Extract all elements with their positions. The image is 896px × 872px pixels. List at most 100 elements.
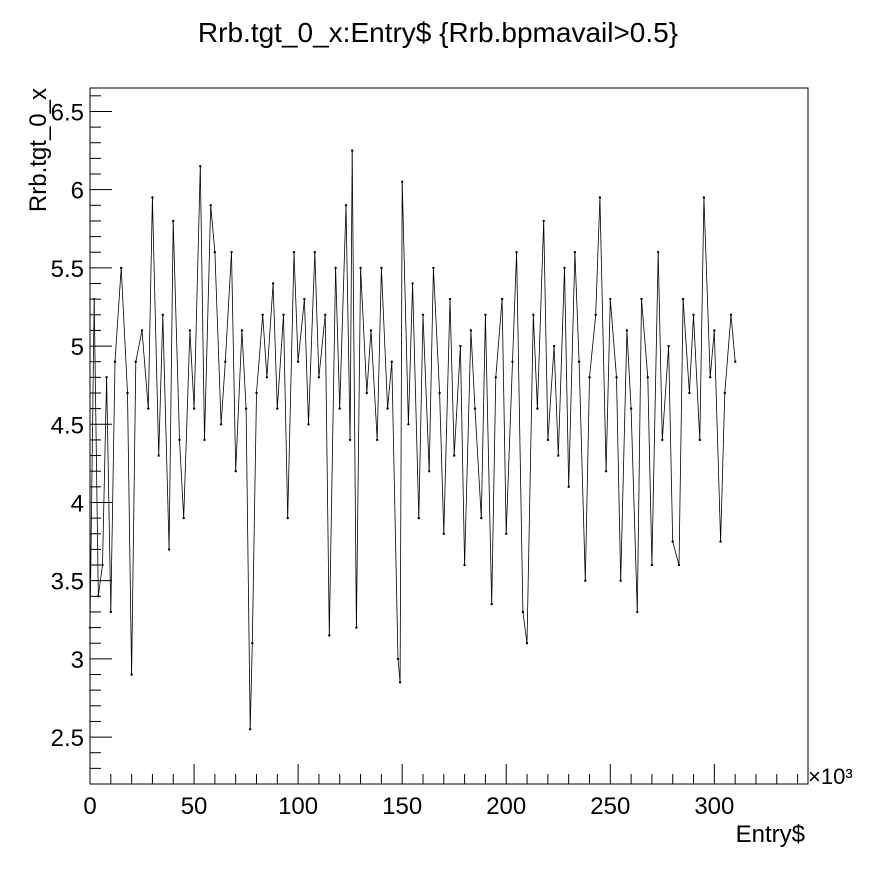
data-segment [360,267,368,394]
data-segment [349,150,353,440]
data-point [636,610,639,614]
data-point [271,282,275,285]
data-point [692,313,695,316]
data-segment [251,392,257,644]
data-segment [345,205,351,440]
y-axis-label: Rrb.tgt_0_x [25,88,52,212]
data-segment [657,252,663,440]
data-segment [287,252,295,519]
data-segment [351,150,357,628]
data-point [463,563,466,567]
data-point [500,297,504,301]
data-point [151,196,154,199]
x-axis-label: Entry$ [736,821,805,848]
data-segment [495,299,503,378]
data-point [604,470,608,473]
data-segment [262,314,268,378]
data-point [303,297,306,301]
data-segment [272,283,278,409]
x-tick-label: 150 [382,793,422,820]
data-segment [401,181,409,425]
data-point [646,376,649,379]
data-segment [235,330,243,472]
data-segment [318,314,326,378]
data-segment [709,330,715,378]
data-point [542,219,545,223]
data-segment [381,267,388,409]
data-point [296,360,300,363]
data-segment [505,361,513,534]
data-point [713,329,716,332]
data-segment [102,377,107,566]
data-segment [422,314,430,472]
data-segment [391,361,399,659]
data-segment [609,299,617,378]
data-segment [204,205,212,440]
data-segment [189,330,195,409]
data-segment [120,267,128,394]
data-point [261,313,264,316]
data-point [577,360,581,363]
data-segment [584,377,590,581]
data-segment [249,643,253,730]
data-segment [433,267,440,394]
data-segment [491,377,497,605]
data-segment [636,299,642,613]
data-point [473,407,477,410]
y-tick-label: 3.5 [51,569,84,596]
data-point [609,297,612,301]
data-point [130,673,133,676]
data-point [126,391,129,395]
data-point [532,313,535,316]
data-segment [668,346,674,542]
data-point [469,329,473,332]
x-tick-label: 100 [278,793,318,820]
data-segment [162,314,170,550]
data-point [334,266,337,270]
chart-title: Rrb.tgt_0_x:Entry$ {Rrb.bpmavail>0.5} [198,17,678,48]
data-segment [127,392,132,675]
data-segment [324,314,330,636]
data-segment [110,361,116,613]
data-point [688,391,691,395]
data-point [219,423,223,426]
data-point [313,251,316,254]
data-segment [220,361,226,425]
data-point [396,657,400,661]
data-point [407,423,410,426]
data-point [667,344,670,348]
data-point [671,540,674,543]
data-segment [356,267,361,628]
data-segment [689,314,694,394]
data-segment [172,220,180,440]
data-point [619,579,622,582]
data-point [438,391,441,395]
data-segment [387,361,393,409]
data-point [147,407,150,410]
data-segment [408,283,413,425]
data-segment [516,252,524,613]
data-segment [605,299,611,472]
data-point [588,376,591,379]
data-point [355,626,358,629]
data-point [307,423,310,426]
x-tick-label: 300 [694,793,734,820]
data-point [380,266,383,270]
data-point [567,485,570,488]
data-segment [564,267,570,487]
data-segment [147,197,153,409]
data-point [563,266,566,270]
data-point [398,681,402,684]
data-point [511,360,514,363]
data-segment [179,439,185,519]
data-point [598,196,602,199]
data-point [480,516,483,520]
data-segment [214,252,222,425]
data-point [203,438,206,442]
data-point [369,329,373,332]
x-axis: 0 50 100 150 200 250 300 [83,764,799,820]
y-tick-label: 6.5 [51,99,84,126]
data-point [213,251,217,254]
data-point [536,407,539,410]
data-segment [678,299,684,566]
